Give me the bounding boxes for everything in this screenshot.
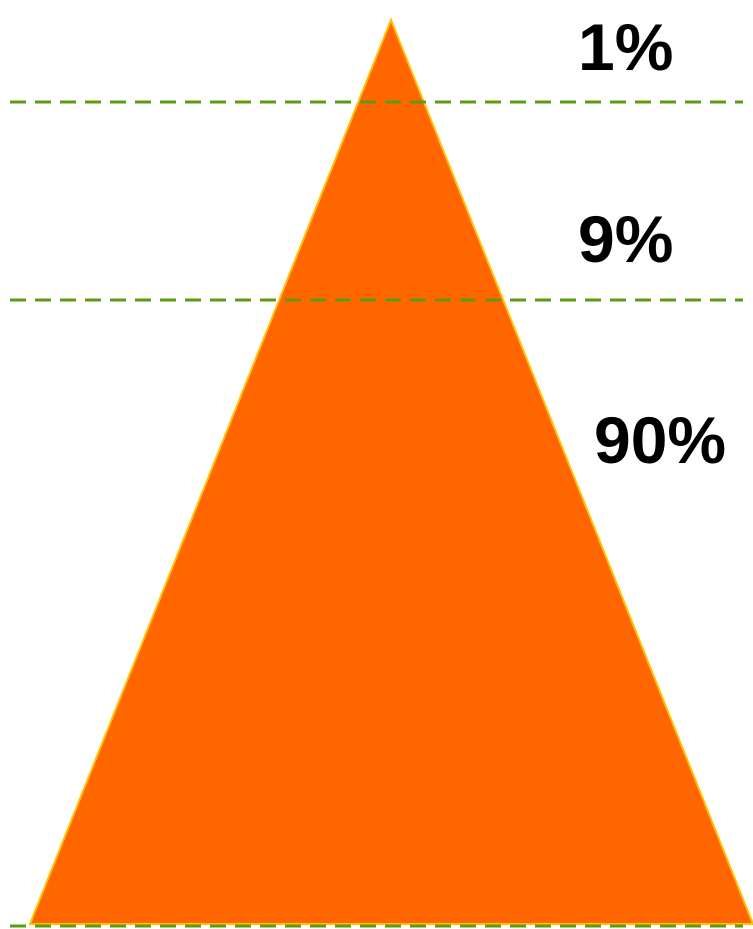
tier-label-middle: 9% xyxy=(578,202,674,276)
tier-label-top: 1% xyxy=(578,10,674,84)
pyramid-triangle xyxy=(28,17,753,925)
tier-label-bottom: 90% xyxy=(594,403,727,477)
